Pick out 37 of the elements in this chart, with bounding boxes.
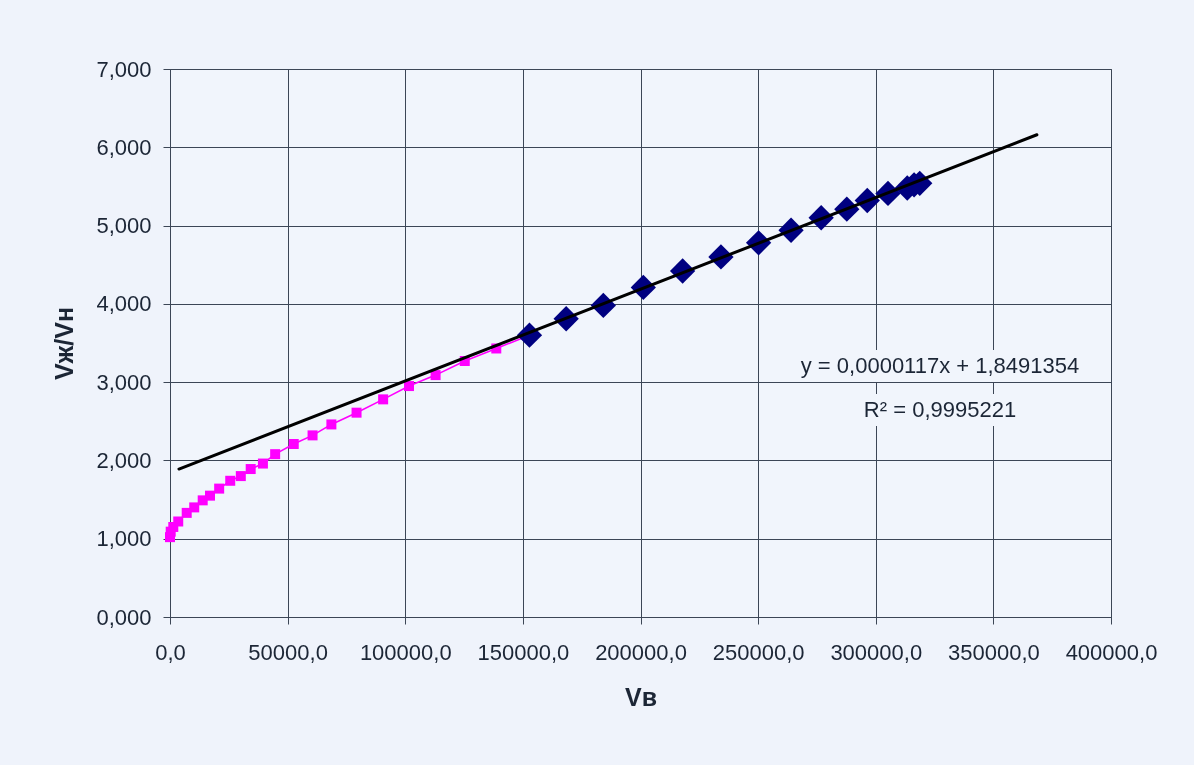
point [245,464,256,475]
x-tick-label: 300000,0 [830,639,923,665]
point [270,449,281,460]
x-tick-label: 350000,0 [947,639,1040,665]
point [204,490,215,501]
point [404,381,415,392]
annotation: R² = 0,9995221 [863,397,1017,422]
point [214,483,225,494]
x-tick-label: 400000,0 [1065,639,1158,665]
x-tick-label: 50000,0 [248,639,328,665]
x-tick-label: 0,0 [155,639,186,665]
y-axis-title: Vж/Vн [50,306,79,381]
point [189,502,200,513]
y-tick-label: 5,000 [96,213,152,239]
point [307,430,318,441]
y-tick-label: 7,000 [96,56,152,82]
y-tick-label: 2,000 [96,447,152,473]
x-tick-label: 250000,0 [712,639,805,665]
point [288,438,299,449]
point [326,419,337,430]
y-tick-label: 6,000 [96,134,152,160]
x-tick-label: 100000,0 [359,639,452,665]
point [225,475,236,486]
point [173,516,184,527]
x-axis-title: Vв [624,682,658,711]
y-tick-label: 4,000 [96,291,152,317]
point [430,370,441,381]
point [235,471,246,482]
point [351,407,362,418]
y-tick-label: 0,000 [96,604,152,630]
y-tick-label: 1,000 [96,526,152,552]
y-tick-label: 3,000 [96,369,152,395]
point [257,458,268,469]
x-tick-label: 200000,0 [595,639,687,665]
annotation: y = 0,0000117x + 1,8491354 [800,353,1080,378]
point [378,394,389,405]
x-tick-label: 150000,0 [477,639,570,665]
